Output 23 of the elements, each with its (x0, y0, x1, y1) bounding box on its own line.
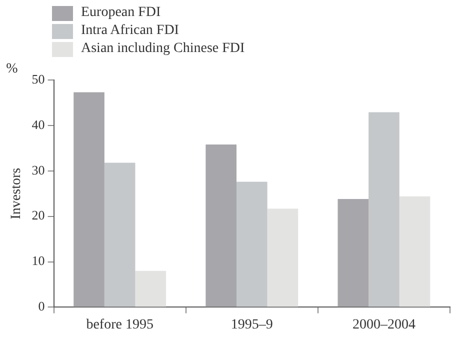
x-tick-label: 1995–9 (230, 317, 273, 332)
y-tick-label: 10 (32, 253, 45, 268)
legend-label: Asian including Chinese FDI (81, 41, 245, 57)
y-axis-title: Investors (9, 168, 24, 220)
bar (399, 196, 430, 307)
y-tick-label: 50 (32, 71, 45, 86)
bar (236, 182, 268, 307)
bar (206, 144, 236, 307)
bar (74, 92, 104, 307)
y-tick-label: 40 (32, 116, 45, 132)
bar (338, 199, 369, 307)
legend-label: European FDI (81, 5, 161, 21)
text: % (6, 62, 18, 77)
bar (368, 112, 400, 307)
y-tick-label: 30 (32, 162, 45, 178)
y-tick-label: 20 (32, 208, 45, 223)
bar (267, 208, 298, 307)
legend-label: Intra African FDI (81, 23, 179, 39)
bar (104, 162, 136, 307)
y-tick-label: 0 (38, 298, 45, 314)
bar (135, 270, 166, 307)
x-tick-label: 2000–2004 (352, 317, 416, 332)
x-tick-label: before 1995 (86, 317, 154, 332)
